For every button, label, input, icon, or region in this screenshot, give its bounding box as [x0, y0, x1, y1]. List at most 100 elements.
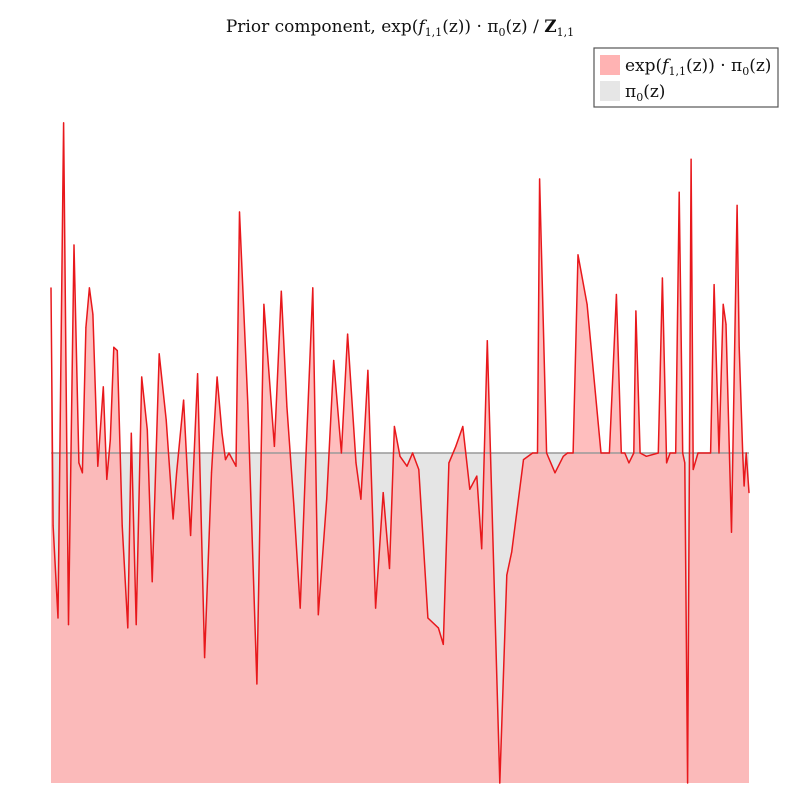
data-point-44	[286, 406, 288, 408]
data-point-50	[326, 498, 328, 500]
data-point-77	[511, 551, 513, 553]
data-point-73	[481, 548, 483, 550]
legend-label-prior: π0(z)	[625, 82, 665, 104]
data-point-109	[690, 158, 692, 160]
data-point-41	[263, 303, 265, 305]
data-point-116	[725, 323, 727, 325]
data-point-16	[116, 350, 118, 352]
data-point-22	[146, 429, 148, 431]
data-point-2	[57, 617, 59, 619]
data-point-3	[63, 122, 65, 124]
data-point-102	[669, 452, 671, 454]
data-point-43	[280, 290, 282, 292]
data-point-105	[678, 191, 680, 193]
data-point-100	[661, 277, 664, 279]
data-point-13	[106, 478, 108, 480]
data-point-101	[666, 462, 668, 464]
data-point-0	[50, 287, 52, 289]
data-point-20	[135, 624, 137, 626]
chart-title-mid2: (z) /	[505, 17, 544, 37]
data-point-118	[736, 204, 738, 206]
data-point-21	[141, 376, 143, 378]
data-point-47	[305, 459, 307, 461]
data-point-12	[102, 386, 104, 388]
data-point-98	[645, 455, 648, 457]
data-point-65	[427, 617, 429, 619]
data-point-89	[600, 452, 602, 454]
data-point-11	[97, 465, 99, 467]
legend: exp(f1,1(z)) · π0(z) π0(z)	[593, 47, 779, 108]
chart-title-Z-sub: 1,1	[557, 26, 575, 39]
data-point-52	[340, 452, 342, 454]
data-point-61	[399, 455, 401, 457]
data-point-81	[539, 178, 541, 180]
data-point-30	[197, 373, 199, 375]
data-point-36	[228, 452, 230, 454]
data-point-46	[299, 607, 301, 609]
data-point-64	[418, 468, 420, 471]
data-point-25	[165, 419, 167, 421]
data-point-23	[151, 581, 153, 583]
data-point-121	[743, 485, 745, 487]
data-point-110	[692, 468, 694, 471]
chart-title-mid: (z)) · π	[442, 17, 498, 37]
data-point-103	[672, 452, 674, 454]
chart-title: Prior component, exp(f1,1(z)) · π0(z) / …	[226, 17, 574, 39]
data-point-117	[730, 531, 733, 533]
data-point-78	[522, 459, 525, 461]
chart-title-f: f	[416, 17, 427, 37]
data-point-48	[312, 287, 314, 289]
posterior-area	[51, 122, 749, 783]
data-point-63	[412, 452, 414, 454]
legend-swatch-posterior	[600, 55, 620, 75]
data-point-6	[78, 462, 80, 464]
data-point-123	[748, 492, 750, 494]
data-point-111	[697, 452, 699, 454]
data-point-27	[176, 472, 178, 474]
data-point-24	[158, 353, 160, 355]
data-point-15	[113, 346, 115, 348]
data-point-94	[628, 462, 630, 464]
data-point-99	[657, 452, 659, 454]
data-point-79	[532, 452, 534, 454]
data-point-115	[722, 303, 724, 305]
data-point-9	[88, 287, 90, 289]
data-point-71	[469, 488, 471, 490]
data-point-106	[682, 452, 684, 454]
data-point-28	[183, 399, 185, 401]
data-point-80	[536, 452, 539, 454]
data-point-86	[572, 452, 574, 454]
data-point-38	[238, 211, 241, 213]
data-point-90	[608, 452, 611, 454]
data-point-72	[476, 475, 478, 477]
data-point-56	[367, 369, 369, 371]
data-point-45	[293, 505, 295, 507]
legend-box	[593, 47, 779, 108]
data-point-114	[718, 452, 720, 454]
data-point-96	[635, 310, 637, 312]
data-point-32	[210, 472, 213, 474]
posterior-line	[50, 122, 750, 784]
data-point-17	[121, 525, 123, 527]
data-point-92	[620, 452, 622, 454]
data-point-49	[317, 614, 319, 616]
data-point-26	[172, 518, 174, 520]
data-point-122	[745, 452, 747, 454]
data-point-53	[347, 333, 349, 335]
data-point-29	[190, 534, 192, 537]
chart-title-prefix: Prior component, exp(	[226, 17, 419, 37]
data-point-68	[448, 462, 450, 464]
chart-title-f-sub: 1,1	[425, 26, 443, 39]
data-point-18	[127, 627, 129, 629]
data-point-19	[130, 432, 132, 434]
data-point-51	[333, 359, 335, 362]
data-point-62	[406, 465, 408, 467]
data-point-54	[355, 462, 357, 464]
data-point-120	[742, 452, 744, 454]
data-point-57	[375, 607, 377, 609]
data-point-84	[562, 455, 564, 457]
data-point-82	[546, 452, 548, 454]
data-point-93	[624, 452, 626, 454]
data-point-104	[675, 452, 677, 454]
